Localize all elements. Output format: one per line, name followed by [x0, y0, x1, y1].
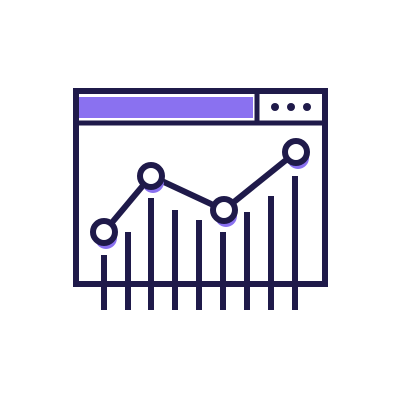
point-3-marker	[210, 196, 238, 224]
bar-7	[244, 212, 250, 310]
bar-5	[196, 220, 202, 310]
bar-4	[172, 210, 178, 310]
window-dot-1-icon	[271, 103, 279, 111]
window-dot-3-icon	[303, 103, 311, 111]
bar-2	[125, 232, 131, 310]
window-dot-2-icon	[287, 103, 295, 111]
bar-3	[148, 198, 154, 310]
data-points	[90, 138, 310, 246]
title-bar-accent	[79, 97, 253, 118]
bar-9	[292, 176, 298, 310]
bar-1	[101, 255, 107, 310]
bar-8	[268, 196, 274, 310]
point-4-marker	[282, 138, 310, 166]
bar-6	[220, 232, 226, 310]
bar-group	[101, 176, 298, 310]
point-2-marker	[137, 162, 165, 190]
point-1-marker	[90, 218, 118, 246]
trend-line	[101, 149, 299, 235]
